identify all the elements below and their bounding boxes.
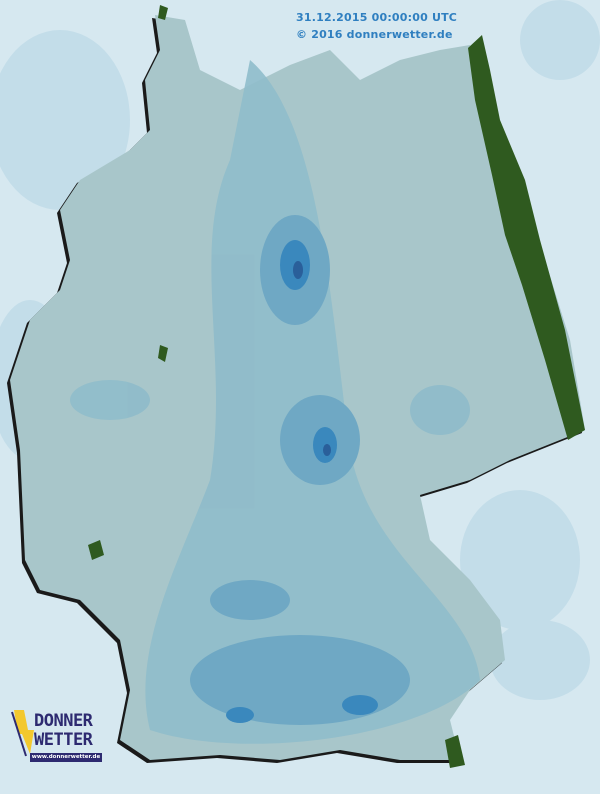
donnerwetter-logo: DONNER WETTER www.donnerwetter.de	[10, 708, 102, 764]
lightning-icon	[11, 710, 34, 757]
copyright-label: © 2016 donnerwetter.de	[296, 28, 453, 41]
green-area	[88, 5, 585, 768]
map-caption: 31.12.2015 00:00:00 UTC © 2016 donnerwet…	[296, 9, 457, 43]
precipitation-very-heavy	[293, 261, 331, 456]
logo-url: www.donnerwetter.de	[30, 753, 102, 762]
logo-line2: WETTER	[34, 730, 93, 750]
logo-line1: DONNER	[34, 711, 93, 731]
timestamp-label: 31.12.2015 00:00:00 UTC	[296, 11, 458, 24]
